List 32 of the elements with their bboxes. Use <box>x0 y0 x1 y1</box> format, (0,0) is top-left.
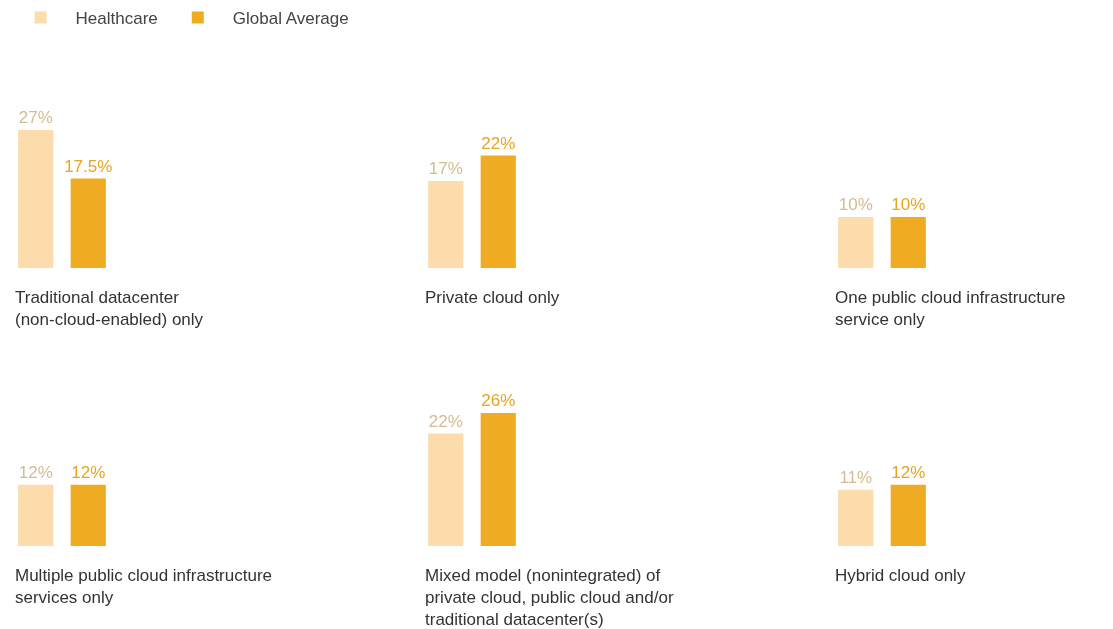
data-label: 17.5% <box>64 156 113 176</box>
data-label: 12% <box>18 462 53 482</box>
bar <box>480 155 516 268</box>
x-tick-label: Multiple public cloud infrastructure services only <box>15 566 273 608</box>
data-label: 12% <box>891 462 926 482</box>
bar <box>480 413 516 546</box>
data-label: 22% <box>481 133 516 153</box>
bar <box>70 178 106 268</box>
data-label: 11% <box>839 467 873 487</box>
bar <box>70 484 106 546</box>
bar <box>838 489 874 546</box>
data-label: 22% <box>428 411 463 431</box>
x-tick-label: One public cloud infrastructure service only <box>835 288 1066 330</box>
x-tick-label: Private cloud only <box>425 288 560 307</box>
legend-label: Global Average <box>232 9 349 29</box>
legend-label: Healthcare <box>75 9 158 29</box>
bar <box>890 484 926 546</box>
data-label: 17% <box>428 159 463 179</box>
data-label: 10% <box>891 194 926 214</box>
bar <box>890 216 926 268</box>
bar <box>428 181 464 268</box>
bar <box>428 433 464 546</box>
data-label: 27% <box>18 108 53 127</box>
bar <box>838 216 874 268</box>
x-tick-label: Mixed model (nonintegrated) of private cloud, public cloud and/or traditional datacenter(s) <box>425 566 674 629</box>
x-tick-label: Traditional datacenter (non-cloud-enabled) only <box>15 288 204 330</box>
data-label: 12% <box>71 462 106 482</box>
bar <box>18 130 54 268</box>
data-label: 10% <box>838 194 873 214</box>
x-tick-label: Hybrid cloud only <box>835 566 966 585</box>
data-label: 26% <box>481 391 516 411</box>
bar <box>18 484 54 546</box>
